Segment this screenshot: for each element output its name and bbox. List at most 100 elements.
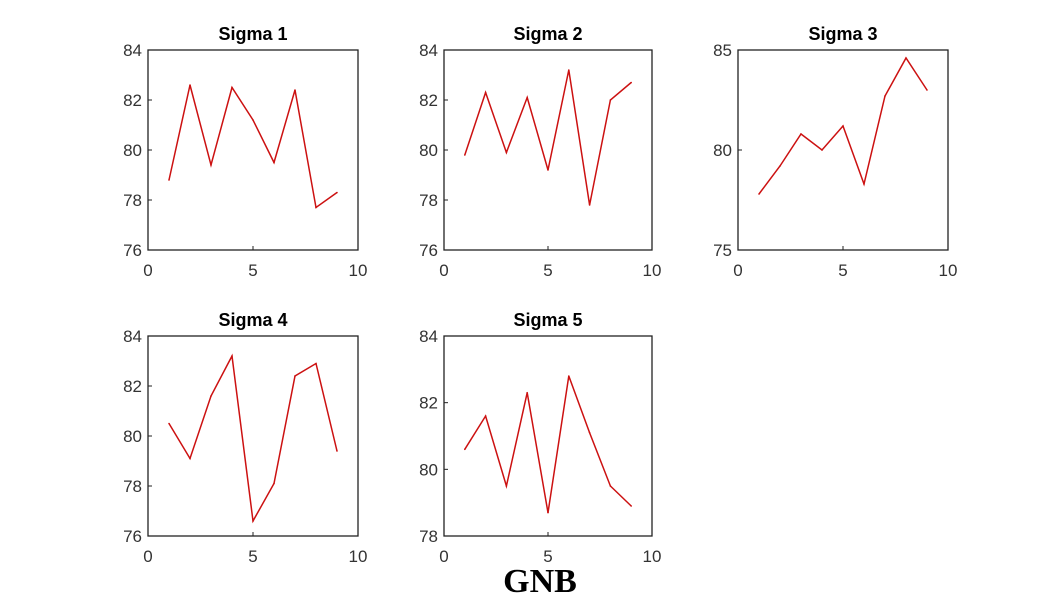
subplot-grid: Sigma 1 76 78 80 82 84 0 5 10 Sigma 2 76 78 80 82 84 0 5… [123, 24, 957, 566]
y-tick-label: 76 [123, 527, 142, 546]
data-point [294, 89, 296, 91]
data-point [905, 57, 907, 59]
y-tick-label: 78 [123, 477, 142, 496]
data-point [821, 149, 823, 151]
y-tick-label: 80 [419, 141, 438, 160]
series-line [464, 375, 632, 513]
y-tick-label: 80 [123, 141, 142, 160]
x-tick-label: 0 [439, 261, 448, 280]
axes-frame [147, 49, 359, 251]
data-point [630, 81, 632, 84]
y-tick-label: 76 [123, 241, 142, 260]
data-point [779, 165, 781, 167]
data-point [568, 69, 570, 71]
subplot-title: Sigma 2 [513, 24, 582, 44]
data-point [547, 511, 549, 514]
y-tick-label: 75 [713, 241, 732, 260]
data-point [210, 164, 212, 166]
y-tick-label: 82 [419, 394, 438, 413]
x-tick-label: 10 [643, 547, 662, 566]
data-point [189, 457, 191, 460]
x-tick-label: 5 [838, 261, 847, 280]
data-point [168, 179, 170, 181]
data-point [294, 375, 296, 377]
data-point [884, 95, 886, 97]
y-tick-label: 76 [419, 241, 438, 260]
y-tick-label: 84 [123, 41, 142, 60]
data-point [526, 391, 528, 394]
x-tick-label: 10 [349, 261, 368, 280]
subplot-3: Sigma 3 75 80 85 0 5 10 [713, 24, 957, 280]
y-tick-label: 80 [713, 141, 732, 160]
data-point [231, 86, 233, 89]
data-point [863, 183, 865, 185]
x-tick-label: 0 [143, 547, 152, 566]
data-point [252, 520, 254, 522]
axes-frame [147, 335, 359, 537]
x-tick-label: 0 [733, 261, 742, 280]
y-tick-label: 84 [419, 327, 438, 346]
subplot-5: Sigma 5 78 80 82 84 0 5 10 [419, 310, 661, 566]
data-point [464, 154, 466, 156]
series-line [168, 353, 338, 524]
y-tick-label: 84 [123, 327, 142, 346]
data-point [336, 450, 338, 452]
data-point [273, 161, 275, 164]
y-tick-label: 82 [123, 91, 142, 110]
data-point [588, 431, 591, 434]
data-point [189, 84, 191, 86]
data-point [168, 422, 170, 425]
axes-frame [737, 49, 949, 251]
subplot-4: Sigma 4 76 78 80 82 84 0 5 10 [123, 310, 367, 566]
axes-frame [443, 49, 653, 251]
subplot-2: Sigma 2 76 78 80 82 84 0 5 10 [419, 24, 661, 280]
y-tick-label: 80 [123, 427, 142, 446]
data-point [315, 206, 317, 209]
data-point [758, 193, 760, 195]
data-point [484, 415, 487, 417]
data-point [315, 362, 317, 365]
x-tick-label: 5 [248, 547, 257, 566]
y-tick-label: 78 [419, 527, 438, 546]
axes-frame [443, 335, 653, 537]
data-point [505, 485, 508, 487]
subplot-title: Sigma 3 [808, 24, 877, 44]
subplot-1: Sigma 1 76 78 80 82 84 0 5 10 [123, 24, 367, 280]
data-point [336, 191, 338, 194]
data-point [630, 505, 632, 507]
series-line [464, 69, 632, 206]
y-tick-label: 85 [713, 41, 732, 60]
data-point [800, 133, 802, 135]
data-point [505, 151, 508, 154]
x-tick-label: 5 [543, 547, 552, 566]
x-tick-label: 5 [248, 261, 257, 280]
data-point [526, 96, 528, 99]
data-point [926, 89, 928, 91]
data-point [252, 119, 254, 121]
data-point [588, 204, 591, 206]
x-tick-label: 0 [439, 547, 448, 566]
x-tick-label: 10 [349, 547, 368, 566]
y-tick-label: 84 [419, 41, 438, 60]
subplot-title: Sigma 4 [218, 310, 287, 330]
y-tick-label: 78 [419, 191, 438, 210]
data-point [842, 125, 844, 127]
data-point [547, 169, 549, 171]
subplot-title: Sigma 1 [218, 24, 287, 44]
data-point [484, 91, 487, 94]
y-tick-label: 82 [123, 377, 142, 396]
data-point [231, 355, 233, 357]
data-point [273, 482, 275, 485]
data-point [609, 485, 612, 487]
series-line [168, 84, 338, 209]
data-point [609, 99, 612, 101]
data-point [464, 448, 466, 451]
x-tick-label: 0 [143, 261, 152, 280]
x-tick-label: 10 [643, 261, 662, 280]
subplot-title: Sigma 5 [513, 310, 582, 330]
y-tick-label: 80 [419, 460, 438, 479]
y-tick-label: 78 [123, 191, 142, 210]
data-point [568, 375, 570, 377]
data-point [210, 395, 212, 397]
